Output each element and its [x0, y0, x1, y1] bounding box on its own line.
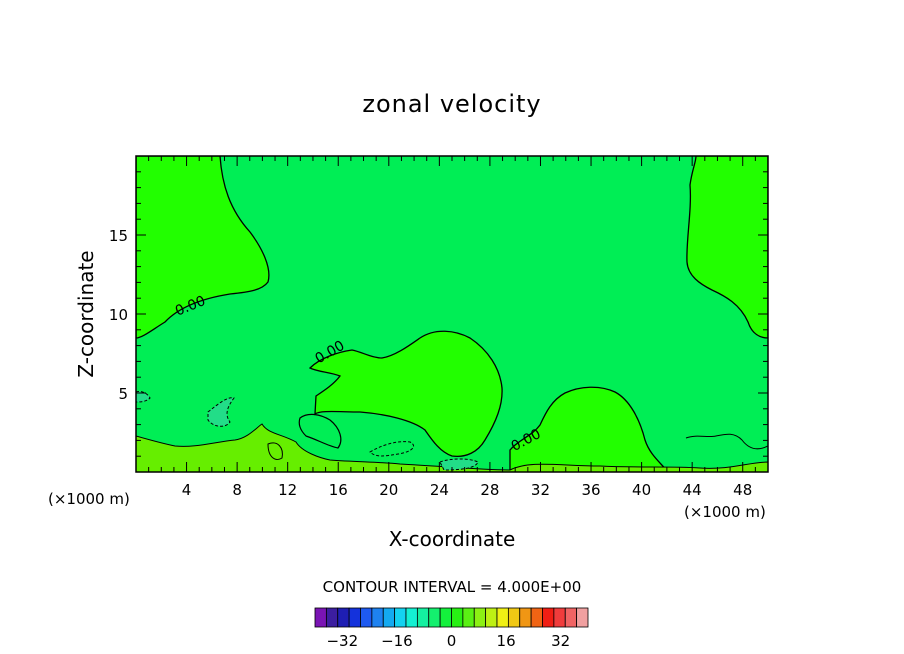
x-tick-label: 44 — [683, 481, 702, 499]
x-tick-label: 8 — [232, 481, 242, 499]
colorbar-tick-label: −32 — [326, 632, 358, 650]
x-tick-label: 4 — [182, 481, 192, 499]
colorbar-swatch — [325, 607, 339, 628]
x-units-right: (×1000 m) — [684, 503, 766, 521]
colorbar-swatch — [439, 607, 452, 628]
colorbar-swatch — [485, 607, 498, 628]
y-tick-label: 10 — [109, 306, 128, 324]
colorbar-swatch — [314, 607, 327, 628]
colorbar — [314, 607, 589, 628]
x-tick-label: 40 — [632, 481, 651, 499]
contour-interval-label: CONTOUR INTERVAL = 4.000E+00 — [323, 578, 582, 596]
region-upper-left — [136, 156, 270, 339]
x-tick-label: 16 — [329, 481, 348, 499]
x-axis: 4 8 12 16 20 24 28 32 36 40 44 48 — [135, 156, 769, 499]
colorbar-ticks: −32 −16 0 16 32 — [326, 632, 570, 650]
colorbar-tick-label: 0 — [447, 632, 457, 650]
contour-line — [298, 413, 342, 449]
x-tick-label: 48 — [733, 481, 752, 499]
colorbar-swatch — [416, 607, 430, 628]
x-tick-label: 32 — [531, 481, 550, 499]
colorbar-swatch — [394, 607, 407, 628]
contour-field — [136, 156, 768, 472]
colorbar-swatch — [576, 607, 589, 628]
colorbar-swatch — [496, 607, 509, 628]
colorbar-swatch — [507, 607, 521, 628]
x-tick-label: 36 — [581, 481, 600, 499]
colorbar-tick-label: 16 — [497, 632, 516, 650]
colorbar-swatch — [519, 607, 532, 628]
colorbar-tick-label: 32 — [551, 632, 570, 650]
region-right-lobe — [509, 386, 669, 472]
y-axis-label: Z-coordinate — [74, 250, 98, 377]
x-tick-label: 12 — [278, 481, 297, 499]
colorbar-swatch — [337, 607, 350, 628]
colorbar-swatch — [405, 607, 418, 628]
colorbar-swatch — [530, 607, 543, 628]
x-tick-label: 28 — [480, 481, 499, 499]
contour-line — [685, 433, 768, 450]
colorbar-swatch — [553, 607, 566, 628]
region-near-surface — [136, 423, 768, 472]
colorbar-swatch — [473, 607, 487, 628]
colorbar-swatch — [360, 607, 373, 628]
contour-line — [267, 442, 283, 460]
x-axis-label: X-coordinate — [389, 527, 516, 551]
colorbar-swatch — [542, 607, 555, 628]
colorbar-tick-label: −16 — [381, 632, 413, 650]
x-units-left: (×1000 m) — [48, 490, 130, 508]
region-negative-patch — [136, 391, 151, 403]
y-tick-label: 5 — [118, 385, 128, 403]
contour-line-dashed — [369, 441, 414, 457]
x-tick-label: 20 — [379, 481, 398, 499]
colorbar-swatch — [382, 607, 396, 628]
colorbar-swatch — [428, 607, 441, 628]
y-tick-label: 15 — [109, 227, 128, 245]
colorbar-swatch — [348, 607, 361, 628]
colorbar-swatch — [371, 607, 384, 628]
region-upper-right — [686, 156, 768, 339]
region-central-lobe — [308, 330, 503, 458]
colorbar-swatch — [462, 607, 475, 628]
y-axis: 5 10 15 — [109, 155, 768, 473]
colorbar-swatch — [564, 607, 578, 628]
region-negative-patch — [439, 458, 479, 471]
x-tick-label: 24 — [430, 481, 449, 499]
region-negative-patch — [207, 397, 235, 427]
chart-title: zonal velocity — [362, 90, 541, 118]
colorbar-swatch — [451, 607, 464, 628]
